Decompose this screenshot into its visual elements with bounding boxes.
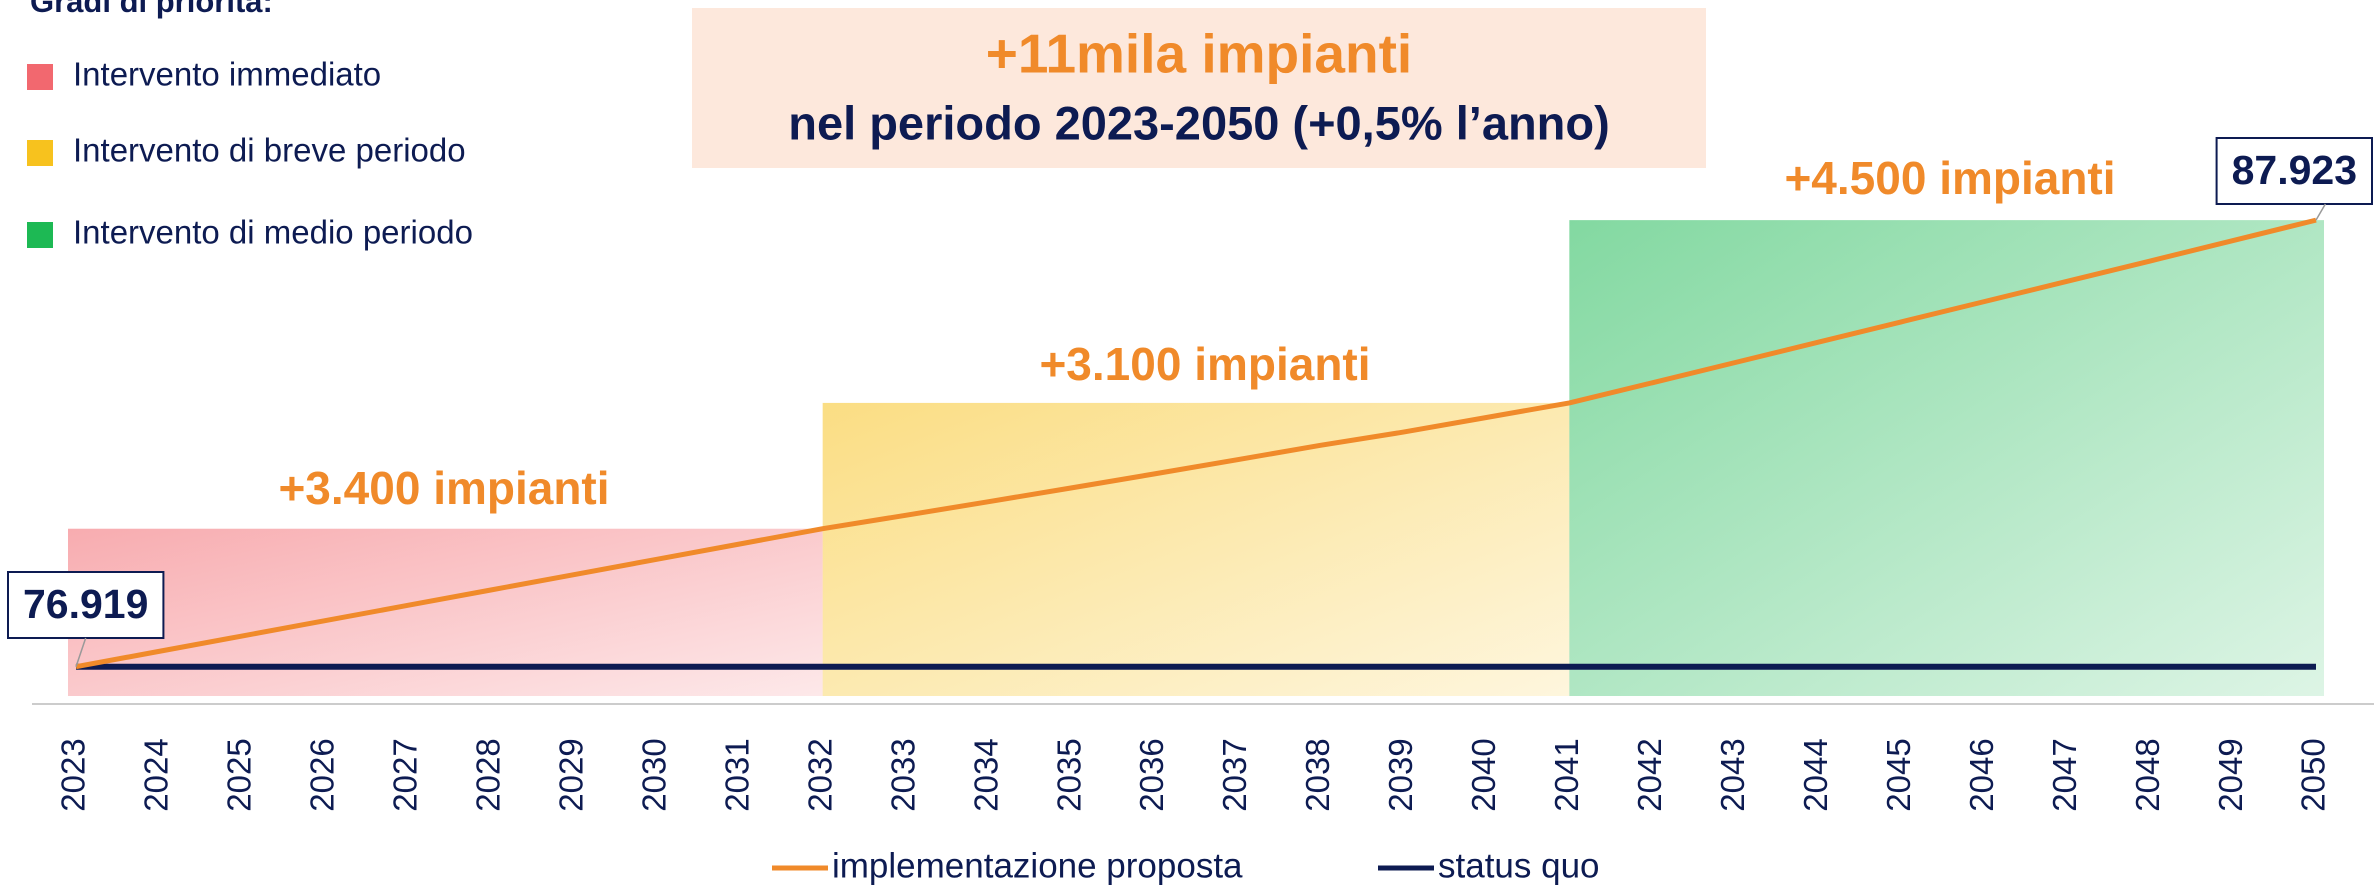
x-tick-label: 2031	[718, 738, 755, 811]
x-tick-label: 2042	[1631, 738, 1668, 811]
x-tick-label: 2038	[1299, 738, 1336, 811]
period-region	[1569, 220, 2324, 696]
value-label-leader	[2315, 203, 2327, 221]
value-label-box	[2215, 137, 2373, 205]
headline-box	[692, 8, 1706, 168]
x-tick-label: 2034	[967, 738, 1004, 811]
x-tick-label: 2039	[1382, 738, 1419, 811]
x-tick-label: 2050	[2295, 738, 2332, 811]
x-tick-label: 2044	[1797, 738, 1834, 811]
x-tick-label: 2041	[1548, 738, 1585, 811]
value-label: 87.923	[2232, 147, 2357, 193]
legend-title: Gradi di priorità:	[30, 0, 273, 19]
x-tick-label: 2036	[1133, 738, 1170, 811]
priority-swatch	[27, 64, 53, 90]
x-tick-label: 2024	[138, 738, 175, 811]
x-tick-label: 2025	[221, 738, 258, 811]
period-region	[68, 528, 823, 696]
x-tick-label: 2045	[1880, 738, 1917, 811]
x-tick-label: 2047	[2046, 738, 2083, 811]
x-tick-label: 2040	[1465, 738, 1502, 811]
annotation: +4.500 impianti	[1784, 152, 2115, 204]
x-tick-label: 2037	[1216, 738, 1253, 811]
legend-label: implementazione proposta	[832, 846, 1243, 885]
annotation: +3.400 impianti	[278, 462, 609, 514]
legend-label: status quo	[1438, 846, 1600, 885]
x-tick-label: 2033	[884, 738, 921, 811]
x-tick-label: 2023	[55, 738, 92, 811]
priority-label: Intervento immediato	[73, 56, 381, 93]
value-label-leader	[75, 637, 87, 667]
priority-label: Intervento di breve periodo	[73, 132, 466, 169]
x-tick-label: 2027	[387, 738, 424, 811]
headline: +11mila impianti	[986, 23, 1412, 85]
annotation: +3.100 impianti	[1039, 338, 1370, 390]
x-tick-label: 2046	[1963, 738, 2000, 811]
x-tick-label: 2029	[552, 738, 589, 811]
x-tick-label: 2035	[1050, 738, 1087, 811]
x-tick-label: 2026	[304, 738, 341, 811]
priority-label: Intervento di medio periodo	[73, 214, 473, 251]
priority-swatch	[27, 222, 53, 248]
x-tick-label: 2032	[801, 738, 838, 811]
x-tick-label: 2048	[2129, 738, 2166, 811]
priority-swatch	[27, 140, 53, 166]
x-tick-label: 2030	[635, 738, 672, 811]
x-tick-label: 2028	[470, 738, 507, 811]
subheadline: nel periodo 2023-2050 (+0,5% l’anno)	[788, 96, 1610, 149]
period-region	[822, 402, 1570, 696]
value-label: 76.919	[23, 581, 148, 627]
x-tick-label: 2043	[1714, 738, 1751, 811]
x-tick-label: 2049	[2212, 738, 2249, 811]
series-line	[75, 217, 2317, 670]
